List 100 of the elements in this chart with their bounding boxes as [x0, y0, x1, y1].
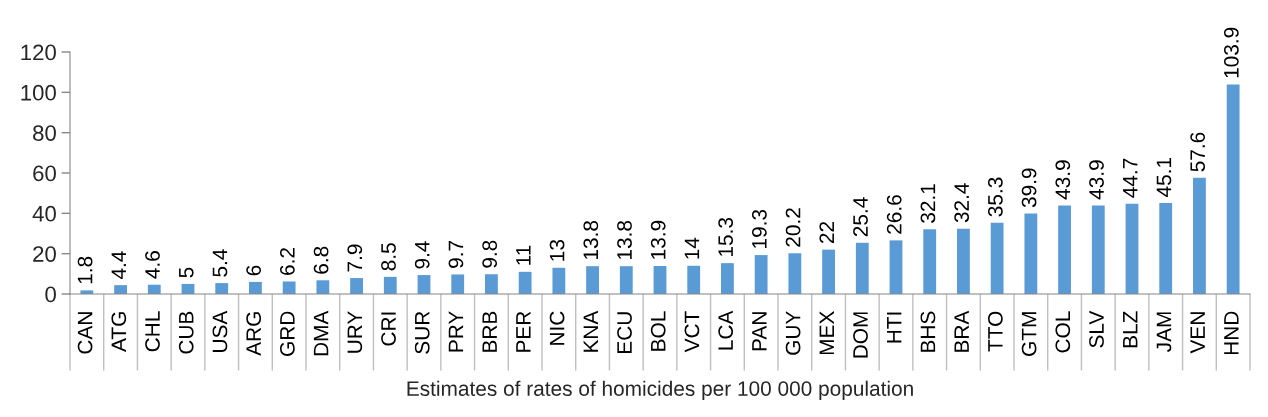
data-label: 5: [179, 267, 194, 278]
x-tick-label: HND: [1224, 311, 1239, 355]
data-label: 32.1: [920, 184, 936, 223]
x-tick-label: GUY: [785, 311, 801, 355]
bar: [687, 265, 701, 294]
x-tick-label: GRD: [279, 311, 295, 356]
y-tick-label: 40: [32, 205, 56, 222]
x-tick-label: ECU: [617, 312, 632, 353]
data-label: 13.8: [583, 220, 599, 260]
x-tick-label: GTM: [1021, 312, 1037, 356]
bar: [114, 285, 127, 294]
data-label: 15.3: [718, 217, 734, 256]
data-label: 22: [819, 221, 834, 244]
data-label: 1.8: [77, 256, 93, 284]
y-tick-label: 120: [21, 44, 56, 61]
x-tick-label: SLV: [1089, 310, 1104, 348]
x-tick-label: DOM: [853, 312, 868, 358]
bar: [586, 266, 599, 294]
bar: [923, 229, 937, 294]
x-tick-label: VCT: [684, 311, 700, 353]
bar: [552, 267, 566, 294]
bar: [316, 280, 330, 294]
data-label: 4.6: [145, 251, 160, 279]
data-label: 32.4: [954, 183, 970, 223]
data-label: 14: [684, 237, 700, 259]
bar: [1193, 177, 1206, 294]
bar: [1125, 203, 1139, 294]
bar: [889, 240, 903, 294]
data-label: 45.1: [1156, 157, 1172, 198]
data-label: 25.4: [853, 197, 868, 237]
x-tick-label: NIC: [549, 311, 565, 345]
bar: [1024, 213, 1038, 294]
data-label: 9.7: [448, 240, 464, 268]
y-tick-label: 20: [33, 246, 56, 262]
bar: [215, 283, 229, 294]
x-tick-label: BLZ: [1123, 311, 1138, 348]
data-label: 39.9: [1021, 168, 1037, 208]
x-axis-title: Estimates of rates of homicides per 100 000 population: [407, 380, 913, 401]
data-label: 6.8: [313, 246, 329, 274]
x-tick-label: CUB: [178, 311, 194, 354]
data-label: 13.8: [617, 220, 632, 260]
bar: [518, 271, 532, 294]
bar: [822, 249, 835, 294]
data-label: 6.2: [279, 248, 295, 275]
bar: [855, 242, 869, 294]
x-tick-label: CAN: [77, 312, 93, 354]
y-tick-label: 0: [45, 286, 56, 303]
x-tick-label: BRB: [482, 311, 497, 352]
y-tick-label: 60: [33, 165, 56, 182]
bar: [383, 276, 397, 294]
data-label: 4.4: [111, 251, 126, 280]
x-tick-label: ARG: [246, 312, 262, 356]
y-tick-label: 100: [21, 84, 56, 101]
x-tick-label: USA: [212, 310, 228, 352]
x-tick-label: BOL: [650, 311, 666, 351]
x-tick-label: URY: [347, 311, 363, 353]
x-tick-label: SUR: [414, 311, 430, 354]
x-tick-label: ATG: [111, 312, 127, 352]
x-tick-label: TTO: [987, 311, 1003, 352]
x-tick-label: CRI: [381, 312, 396, 346]
x-tick-label: VEN: [1190, 312, 1205, 354]
x-tick-label: CHL: [145, 311, 160, 352]
x-tick-label: MEX: [819, 311, 834, 355]
data-label: 11: [516, 245, 531, 265]
bar: [957, 228, 970, 294]
data-label: 26.6: [886, 195, 902, 234]
bar: [485, 274, 498, 294]
data-label: 9.8: [482, 240, 498, 268]
x-tick-label: BRA: [954, 310, 969, 352]
data-label: 8.5: [381, 243, 396, 271]
bar: [754, 255, 768, 294]
bar: [451, 274, 465, 294]
bar: [990, 222, 1004, 294]
bar: [619, 266, 633, 294]
x-tick-label: PRY: [448, 311, 464, 352]
x-tick-label: BHS: [920, 311, 936, 352]
data-label: 20.2: [785, 208, 801, 247]
data-label: 43.9: [1055, 160, 1071, 200]
x-tick-label: COL: [1055, 311, 1071, 353]
data-label: 19.3: [751, 209, 767, 248]
data-label: 35.3: [987, 177, 1003, 217]
data-label: 43.9: [1089, 160, 1104, 200]
data-label: 9.4: [414, 241, 430, 269]
bar: [1091, 205, 1105, 294]
data-label: 7.9: [347, 244, 363, 272]
x-tick-label: DMA: [313, 310, 329, 356]
x-tick-label: PAN: [752, 312, 767, 351]
bar: [249, 281, 262, 294]
data-label: 5.4: [212, 249, 228, 277]
bar: [788, 253, 802, 294]
x-tick-label: KNA: [583, 310, 598, 352]
data-label: 103.9: [1223, 27, 1239, 78]
bar: [282, 281, 296, 294]
bar: [1058, 205, 1071, 294]
data-label: 13: [549, 239, 565, 261]
bar: [653, 265, 667, 294]
data-label: 57.6: [1190, 132, 1206, 172]
data-label: 13.9: [650, 220, 666, 259]
x-tick-label: PER: [516, 311, 531, 352]
y-tick-label: 80: [33, 125, 56, 141]
